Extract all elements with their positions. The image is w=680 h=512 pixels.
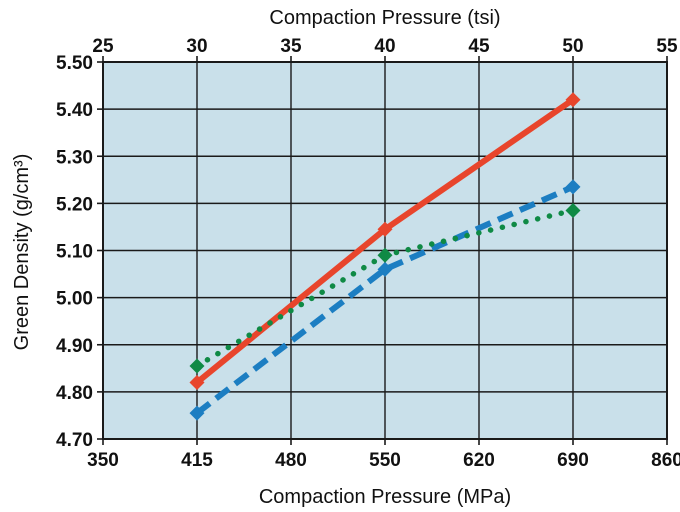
bottom-x-tick-label: 350 [87,450,119,471]
bottom-x-tick-label: 690 [557,450,589,471]
top-x-tick-label: 25 [92,36,114,57]
bottom-x-axis-title: Compaction Pressure (MPa) [259,486,511,508]
y-tick-label: 4.70 [56,430,93,451]
top-x-tick-label: 50 [562,36,583,57]
bottom-x-tick-label: 860 [651,450,680,471]
y-tick-label: 4.90 [56,336,93,357]
top-x-tick-label: 35 [280,36,302,57]
top-x-axis-title: Compaction Pressure (tsi) [269,7,500,29]
data-point-marker [377,221,393,237]
axis-ticks: 25 350 30 415 35 480 40 550 45 620 50 690 55 860 4.70 4… [56,36,680,471]
bottom-x-tick-label: 620 [463,450,495,471]
series-3 [189,202,581,374]
data-point-marker [565,202,581,218]
y-tick-label: 5.10 [56,242,93,263]
series-2 [189,179,581,421]
y-tick-label: 4.80 [56,383,93,404]
top-x-tick-label: 55 [656,36,678,57]
data-point-marker [565,179,581,195]
bottom-x-tick-label: 415 [181,450,213,471]
y-tick-label: 5.00 [56,289,93,310]
data-point-marker [377,261,393,277]
bottom-x-tick-label: 550 [369,450,401,471]
top-x-tick-label: 45 [468,36,490,57]
y-tick-label: 5.40 [56,100,93,121]
top-x-tick-label: 40 [374,36,395,57]
top-x-tick-label: 30 [186,36,207,57]
y-axis-title: Green Density (g/cm³) [11,154,33,351]
y-tick-label: 5.50 [56,53,93,74]
data-point-marker [565,92,581,108]
data-point-marker [189,374,205,390]
y-tick-label: 5.20 [56,194,93,215]
y-tick-label: 5.30 [56,147,93,168]
data-point-marker [377,247,393,263]
bottom-x-tick-label: 480 [275,450,307,471]
series-lines [189,92,581,421]
data-point-marker [189,358,205,374]
series-line [195,184,575,416]
data-point-marker [189,405,205,421]
